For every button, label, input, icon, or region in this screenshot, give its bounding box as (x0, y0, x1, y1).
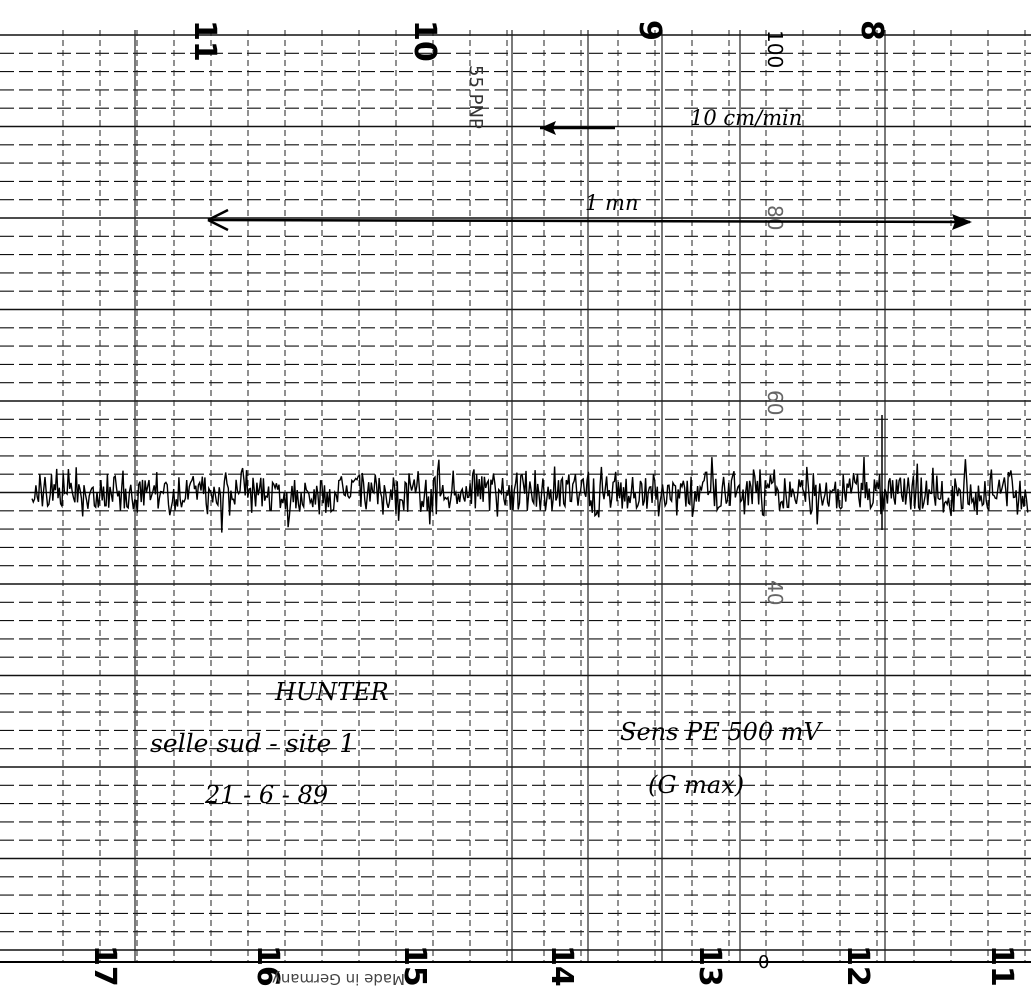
top-number-11: 11 (187, 20, 222, 62)
time-span-arrow-left-head (207, 208, 229, 232)
top-number-10: 10 (407, 20, 442, 62)
bottom-number-17: 17 (87, 945, 122, 987)
speed-label: 10 cm/min (690, 106, 802, 130)
bottom-number-16: 16 (250, 945, 285, 987)
bottom-number-14: 14 (544, 945, 579, 987)
site-label: selle sud - site 1 (150, 729, 355, 758)
bottom-number-12: 12 (840, 945, 875, 987)
scale-label-0: 0 (758, 952, 769, 973)
bottom-number-15: 15 (397, 945, 432, 987)
sensitivity-label: Sens PE 500 mV (620, 718, 824, 746)
time-span-arrow (209, 218, 971, 224)
chart-grid (0, 30, 1031, 963)
scale-label-40: 40 (763, 580, 787, 605)
sample-name: HUNTER (274, 678, 389, 706)
speed-arrow-head (540, 121, 556, 135)
maker-text: Made in Germany (272, 970, 405, 988)
date-label: 21 - 6 - 89 (204, 781, 328, 809)
bottom-number-13: 13 (692, 945, 727, 987)
scale-label-80: 80 (763, 205, 787, 230)
bottom-number-11: 11 (984, 945, 1019, 987)
scale-label-60: 60 (763, 390, 787, 415)
printer-mark: 55 PNP (465, 65, 486, 129)
gain-label: (G max) (648, 771, 744, 799)
top-number-8: 8 (854, 20, 889, 41)
scale-label-100: 100 (763, 30, 787, 68)
top-number-9: 9 (632, 20, 667, 41)
time-span-label: 1 mn (585, 191, 638, 215)
signal-trace (31, 456, 1029, 533)
time-span-arrow-right-head (952, 214, 972, 230)
